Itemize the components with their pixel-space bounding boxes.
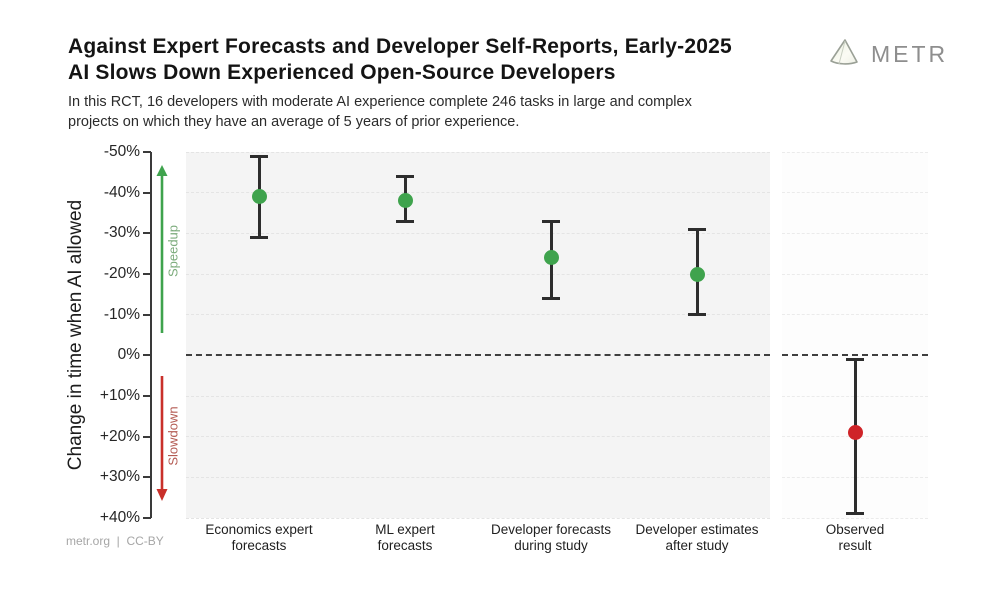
gridline (186, 476, 770, 478)
error-bar-cap-bottom (846, 512, 864, 516)
attribution-text: metr.org | CC-BY (66, 534, 164, 548)
y-tick-mark (143, 191, 151, 194)
error-bar-cap-bottom (542, 296, 560, 300)
y-tick-mark (143, 232, 151, 235)
data-point (847, 425, 863, 441)
gridline (782, 314, 928, 316)
gridline (186, 273, 770, 275)
y-tick-mark (143, 151, 151, 153)
error-bar-cap-top (396, 174, 414, 178)
chart-title: Against Expert Forecasts and Developer S… (68, 35, 732, 84)
metr-logo-text: METR (871, 40, 949, 67)
gridline (782, 192, 928, 194)
gridline (186, 314, 770, 316)
error-bar-cap-top (542, 219, 560, 223)
y-tick-label: +20% (99, 427, 140, 445)
data-point (251, 189, 267, 205)
gridline (186, 151, 770, 153)
gridline (186, 517, 770, 519)
y-tick-label: 0% (117, 346, 140, 364)
category-label: ML expert forecasts (375, 522, 435, 553)
y-tick-label: -40% (103, 183, 140, 201)
y-tick-mark (143, 395, 151, 397)
error-bar-cap-top (250, 154, 268, 158)
gridline (186, 192, 770, 194)
y-tick-label: -10% (103, 305, 140, 323)
error-bar-cap-top (688, 227, 706, 231)
data-point (689, 266, 705, 282)
zero-line (782, 354, 928, 357)
gridline (782, 232, 928, 234)
data-point (543, 250, 559, 266)
slowdown-label: Slowdown (165, 406, 181, 466)
category-label: Observed result (825, 522, 885, 553)
metr-fan-icon (830, 39, 858, 65)
y-tick-label: +40% (99, 509, 140, 526)
main-plot-panel (186, 152, 770, 518)
y-axis-line (150, 152, 152, 518)
chart-subtitle: In this RCT, 16 developers with moderate… (68, 94, 692, 130)
y-tick-label: -30% (103, 224, 140, 242)
y-tick-mark (143, 354, 151, 357)
y-tick-mark (143, 313, 151, 316)
y-tick-label: -50% (103, 143, 140, 160)
error-bar-cap-bottom (688, 313, 706, 317)
gridline (186, 232, 770, 234)
gridline (186, 436, 770, 438)
metr-logo: METR (826, 38, 948, 70)
gridline (782, 151, 928, 153)
y-tick-mark (143, 476, 151, 479)
y-tick-mark (143, 517, 151, 519)
y-tick-label: +30% (99, 468, 140, 486)
gridline (782, 273, 928, 275)
data-point (397, 193, 413, 209)
y-tick-mark (143, 273, 151, 275)
error-bar-cap-top (846, 357, 864, 361)
error-bar-cap-bottom (396, 219, 414, 223)
category-label: Economics expert forecasts (205, 522, 313, 553)
speedup-label: Speedup (165, 224, 181, 278)
category-label: Developer estimates after study (635, 522, 759, 553)
gridline (186, 395, 770, 397)
y-tick-mark (143, 435, 151, 438)
zero-line (186, 354, 770, 357)
gridline (782, 517, 928, 519)
y-tick-label: -20% (103, 265, 140, 282)
y-tick-label: +10% (99, 387, 140, 404)
slowdown-arrow-icon (156, 376, 168, 501)
speedup-arrow-icon (156, 165, 168, 333)
error-bar-cap-bottom (250, 235, 268, 239)
category-label: Developer forecasts during study (490, 522, 612, 553)
